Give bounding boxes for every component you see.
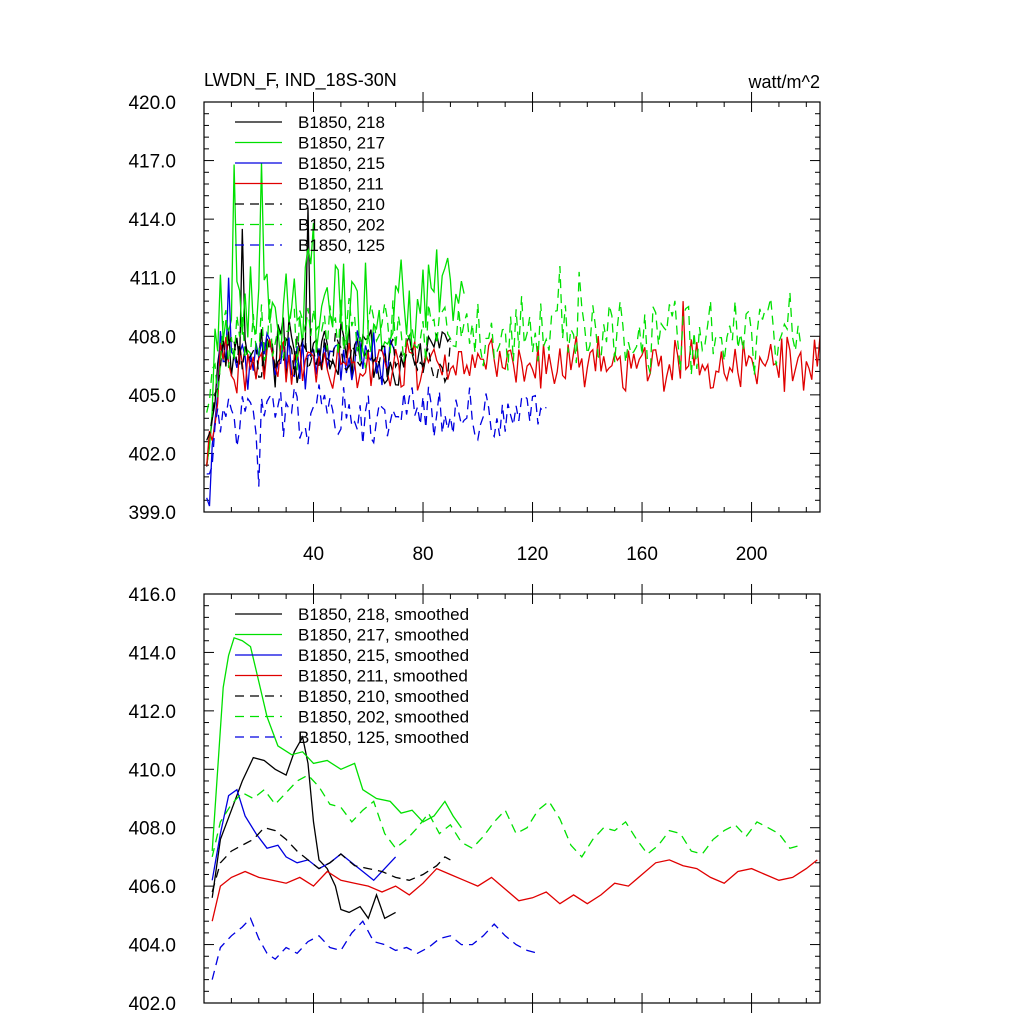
- y-tick-label: 408.0: [128, 327, 176, 348]
- y-tick-label: 417.0: [128, 152, 176, 173]
- series-line: [211, 788, 397, 882]
- series-line: [211, 917, 539, 980]
- legend-label: B1850, 210, smoothed: [298, 687, 469, 706]
- x-tick-label: 200: [736, 544, 768, 565]
- y-tick-label: 405.0: [128, 386, 176, 407]
- y-tick-label: 406.0: [128, 877, 176, 898]
- y-tick-label: 414.0: [128, 643, 176, 664]
- legend-label: B1850, 215: [298, 154, 385, 173]
- series-group: [211, 636, 818, 980]
- series-line: [211, 735, 396, 920]
- legend-label: B1850, 218: [298, 113, 385, 132]
- legend-label: B1850, 202, smoothed: [298, 708, 469, 727]
- y-tick-label: 411.0: [130, 269, 176, 290]
- legend-label: B1850, 217: [298, 134, 385, 153]
- y-tick-label: 416.0: [128, 585, 176, 606]
- series-line: [206, 162, 465, 465]
- legend-label: B1850, 217, smoothed: [298, 626, 469, 645]
- plot-frame: [203, 593, 821, 1004]
- series-line: [206, 265, 802, 413]
- y-tick-label: 404.0: [128, 936, 176, 957]
- series-line: [211, 826, 451, 893]
- x-tick-label: 40: [303, 544, 324, 565]
- series-group: [206, 162, 820, 507]
- y-tick-label: 408.0: [128, 819, 176, 840]
- legend-label: B1850, 202: [298, 216, 385, 235]
- y-tick-label: 410.0: [128, 760, 176, 781]
- legend-label: B1850, 210: [298, 195, 385, 214]
- top-panel: LWDN_F, IND_18S-30N watt/m^2 399.0 402.0 405…: [128, 70, 821, 565]
- series-line: [211, 774, 801, 858]
- series-line: [211, 859, 818, 922]
- x-tick-label: 120: [517, 544, 549, 565]
- y-tick-label: 402.0: [128, 444, 176, 465]
- legend-label: B1850, 125, smoothed: [298, 728, 469, 747]
- y-tick-label: 402.0: [128, 994, 176, 1015]
- y-tick-label: 420.0: [128, 93, 176, 114]
- x-tick-label: 160: [626, 544, 658, 565]
- series-line: [206, 301, 820, 466]
- series-line: [206, 384, 547, 487]
- chart-title: LWDN_F, IND_18S-30N: [204, 70, 397, 91]
- y-tick-label: 399.0: [128, 503, 176, 524]
- plot-frame: [203, 101, 821, 513]
- legend-label: B1850, 211: [298, 175, 384, 194]
- series-line: [206, 333, 452, 441]
- series-line: [211, 636, 462, 852]
- legend-label: B1850, 211, smoothed: [298, 667, 468, 686]
- y-tick-label: 414.0: [128, 210, 176, 231]
- legend-label: B1850, 125: [298, 236, 385, 255]
- units-label: watt/m^2: [748, 72, 820, 92]
- legend-label: B1850, 218, smoothed: [298, 605, 469, 624]
- legend-label: B1850, 215, smoothed: [298, 646, 469, 665]
- bottom-panel: 402.0 404.0 406.0 408.0 410.0 412.0 414.0 416.0…: [128, 584, 821, 1015]
- x-tick-label: 80: [412, 544, 433, 565]
- y-tick-label: 412.0: [128, 702, 176, 723]
